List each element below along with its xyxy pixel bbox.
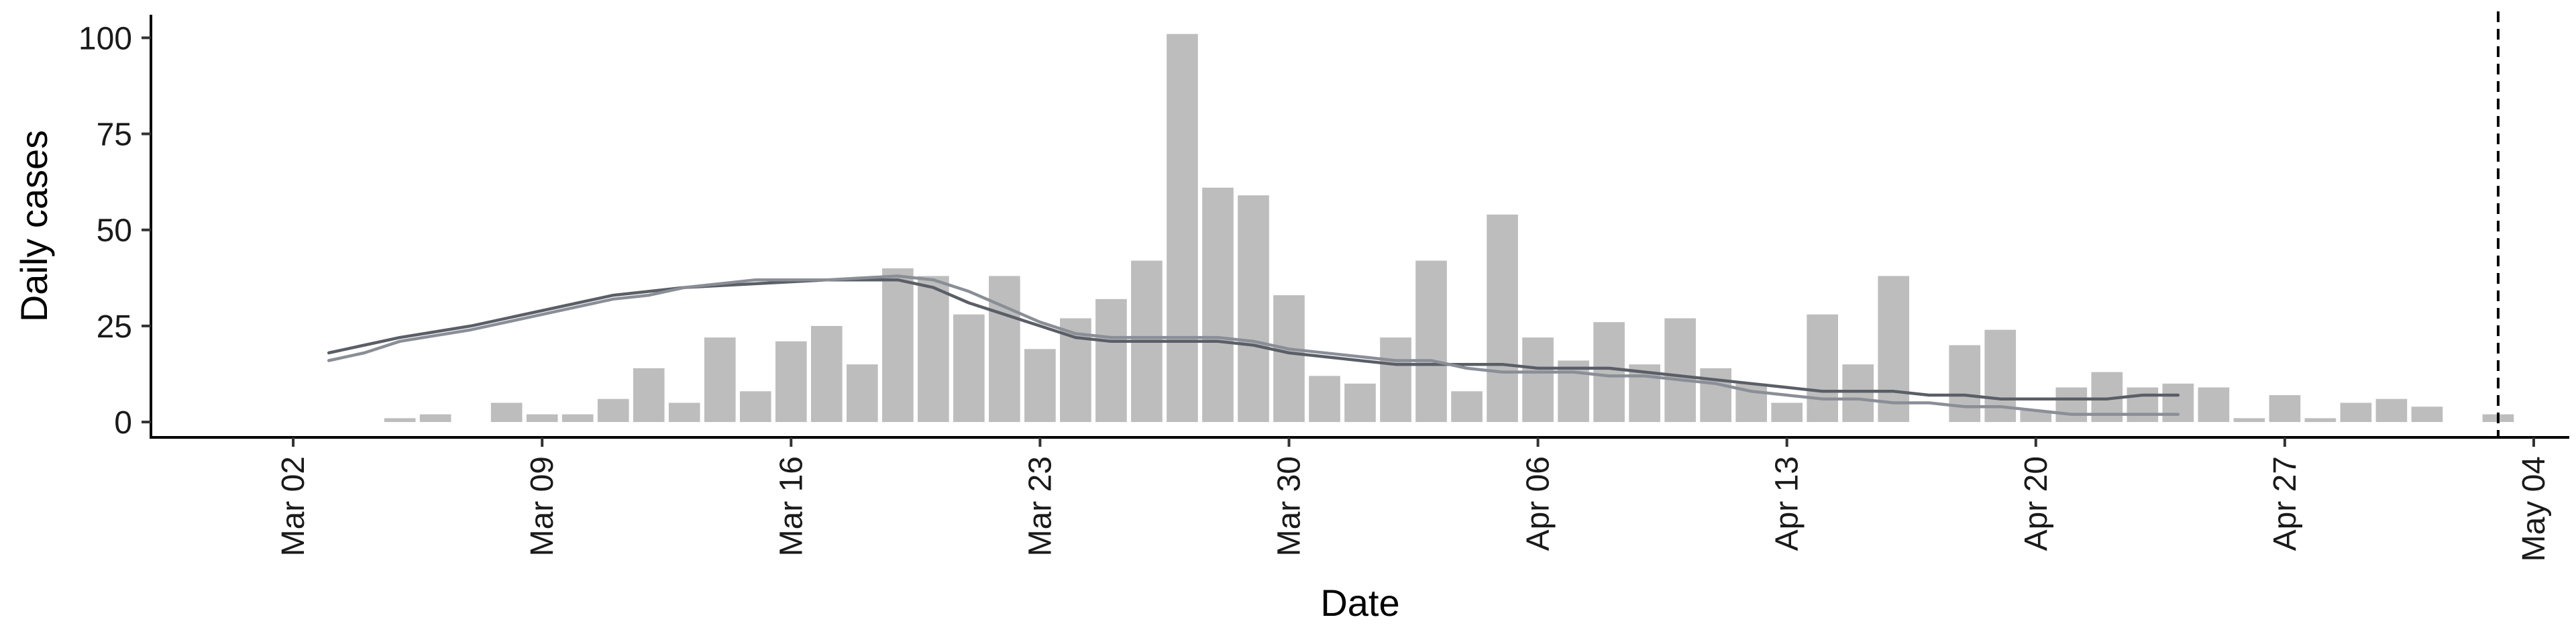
bar [561,414,594,423]
bar [1842,364,1874,423]
x-tick-label: Apr 06 [1521,456,1556,551]
bar [1380,337,1411,423]
bar [2340,402,2372,423]
bar [384,418,416,423]
x-axis-ticks: Mar 02 Mar 09 Mar 16 Mar 23 Mar 30 Apr 06 Apr … [276,437,2552,561]
bar [2127,387,2159,423]
bar [2020,410,2052,423]
bar [490,402,523,423]
bar [989,276,1020,423]
bar [1167,34,1198,423]
bar [1095,299,1127,423]
x-tick-label: Mar 09 [525,456,560,556]
bar [881,268,914,423]
x-tick-label: May 04 [2516,456,2552,561]
y-axis-title: Daily cases [13,130,55,322]
bar [2233,418,2265,423]
bar [810,325,843,423]
bar [419,414,451,423]
bar [1878,276,1910,423]
series-line-1 [327,278,2180,400]
bar [1807,314,1839,423]
x-tick-label: Mar 02 [276,456,311,556]
bar [1522,337,1554,423]
bar [597,398,629,423]
y-tick-label: 50 [97,213,132,249]
x-tick-label: Apr 13 [1770,456,1805,551]
x-tick-label: Apr 20 [2019,456,2054,551]
x-tick-label: Mar 16 [773,456,809,556]
bar [2198,387,2230,423]
bar [633,368,665,423]
bar [704,337,736,423]
bar [1309,376,1340,423]
x-tick-label: Mar 30 [1271,456,1307,556]
bar [526,414,558,423]
bar [1664,318,1696,423]
bar [2269,395,2301,423]
bar [2375,398,2408,423]
bar [2162,383,2194,423]
bar [1238,195,1269,423]
x-tick-label: Mar 23 [1022,456,1058,556]
bar [846,364,878,423]
bar [1700,368,1731,423]
x-tick-label: Apr 27 [2267,456,2303,551]
bar [1949,345,1981,423]
y-tick-label: 0 [114,405,132,441]
bar [1202,187,1234,423]
bar [917,276,949,423]
bar [1771,402,1803,423]
y-tick-label: 25 [97,309,132,345]
series-lines [327,274,2180,416]
bar [1344,383,1376,423]
x-axis-title: Date [1320,582,1399,624]
y-axis-ticks: 0 25 50 75 100 [78,21,151,441]
bar [2055,387,2088,423]
bar [1558,360,1589,423]
bar [668,402,700,423]
bar [1415,260,1447,423]
y-tick-label: 75 [97,117,132,153]
bar [1024,349,1056,423]
bar [1273,295,1305,423]
y-tick-label: 100 [78,21,132,56]
bar [2304,418,2337,423]
series-line-2 [327,274,2180,416]
bar [1593,322,1625,423]
bar [1451,391,1483,423]
bar [1487,214,1518,423]
bar [739,391,771,423]
bar [775,341,807,423]
bar [2411,407,2443,423]
bar [953,314,985,423]
